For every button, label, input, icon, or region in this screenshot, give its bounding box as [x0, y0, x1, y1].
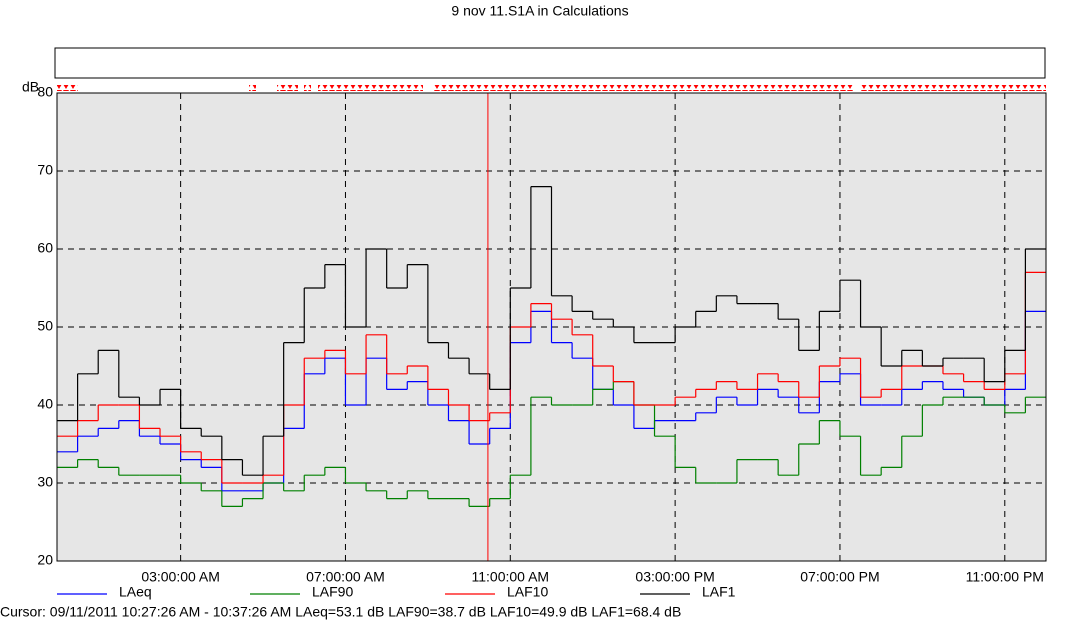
y-tick-label: 50 [37, 318, 53, 334]
x-tick-label: 11:00:00 AM [472, 569, 550, 585]
x-tick-label: 07:00:00 PM [800, 569, 879, 585]
y-unit-label: dB [22, 79, 39, 95]
plot-frame [56, 92, 1047, 562]
legend-label: LAeq [119, 584, 152, 600]
chart-title: 9 nov 11.S1A in Calculations [451, 3, 628, 19]
y-tick-label: 30 [37, 474, 53, 490]
x-tick-label: 03:00:00 PM [635, 569, 714, 585]
y-tick-label: 70 [37, 162, 53, 178]
y-tick-label: 80 [37, 84, 53, 100]
y-tick-label: 20 [37, 552, 53, 568]
cursor-readout: Cursor: 09/11/2011 10:27:26 AM - 10:37:2… [0, 604, 681, 620]
y-tick-label: 60 [37, 240, 53, 256]
event-box [54, 47, 1046, 79]
x-tick-label: 03:00:00 AM [141, 569, 220, 585]
x-tick-label: 07:00:00 AM [306, 569, 385, 585]
event-markers [57, 85, 1046, 91]
legend-label: LAF1 [702, 584, 736, 600]
legend-label: LAF90 [312, 584, 353, 600]
y-tick-label: 40 [37, 396, 53, 412]
x-tick-label: 11:00:00 PM [966, 569, 1044, 585]
legend-label: LAF10 [507, 584, 548, 600]
